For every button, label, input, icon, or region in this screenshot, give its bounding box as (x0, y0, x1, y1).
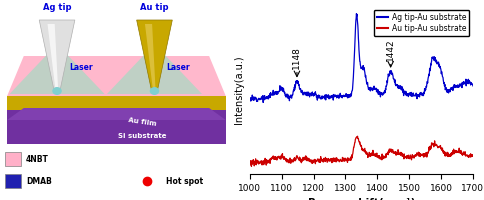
Polygon shape (145, 24, 155, 87)
Au tip-Au substrate (376, 158, 382, 160)
Ag tip-Au substrate (376, 91, 382, 93)
Polygon shape (7, 96, 225, 108)
Text: 1442: 1442 (385, 38, 394, 61)
Text: DMAB: DMAB (26, 176, 52, 186)
Legend: Ag tip-Au substrate, Au tip-Au substrate: Ag tip-Au substrate, Au tip-Au substrate (373, 10, 468, 36)
Au tip-Au substrate (439, 147, 444, 149)
Text: Laser: Laser (166, 64, 190, 72)
Ag tip-Au substrate (469, 85, 475, 87)
Line: Au tip-Au substrate: Au tip-Au substrate (249, 136, 472, 166)
Ag tip-Au substrate (439, 75, 444, 78)
Au tip-Au substrate (260, 163, 266, 166)
Line: Ag tip-Au substrate: Ag tip-Au substrate (249, 14, 472, 102)
Text: 1148: 1148 (292, 46, 301, 69)
Circle shape (52, 87, 61, 95)
Text: Au film: Au film (128, 117, 157, 127)
Text: Laser: Laser (69, 64, 92, 72)
Ag tip-Au substrate (382, 89, 388, 91)
Au tip-Au substrate (389, 149, 394, 151)
Ag tip-Au substrate (246, 97, 252, 99)
Text: Hot spot: Hot spot (166, 176, 203, 186)
Circle shape (150, 87, 159, 95)
Polygon shape (106, 44, 201, 94)
Polygon shape (7, 110, 225, 144)
Polygon shape (47, 24, 58, 87)
Au tip-Au substrate (469, 155, 475, 157)
Text: Ag tip: Ag tip (43, 3, 71, 12)
Au tip-Au substrate (246, 164, 252, 166)
Y-axis label: Intensity(a.u.): Intensity(a.u.) (234, 56, 244, 124)
Polygon shape (10, 44, 105, 94)
Ag tip-Au substrate (353, 12, 359, 15)
Ag tip-Au substrate (260, 101, 266, 104)
Text: 4NBT: 4NBT (26, 154, 49, 164)
Au tip-Au substrate (248, 165, 254, 168)
Polygon shape (136, 20, 172, 91)
Text: Si substrate: Si substrate (118, 133, 166, 139)
Ag tip-Au substrate (389, 72, 394, 74)
Polygon shape (7, 56, 225, 96)
Ag tip-Au substrate (416, 96, 422, 98)
Ag tip-Au substrate (260, 97, 266, 99)
Au tip-Au substrate (354, 135, 360, 137)
Bar (5, 174, 21, 188)
Au tip-Au substrate (416, 153, 422, 155)
Polygon shape (7, 108, 225, 120)
Au tip-Au substrate (382, 153, 388, 155)
X-axis label: Raman shift(cm⁻¹): Raman shift(cm⁻¹) (307, 198, 414, 200)
Bar (5, 152, 21, 166)
Text: Au tip: Au tip (140, 3, 168, 12)
Polygon shape (39, 20, 75, 91)
Polygon shape (7, 96, 225, 110)
